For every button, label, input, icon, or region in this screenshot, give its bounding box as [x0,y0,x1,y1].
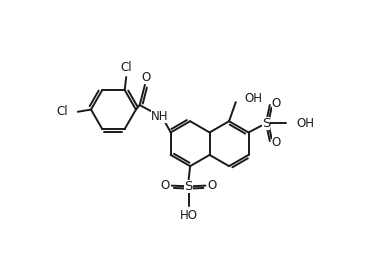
Text: O: O [161,179,170,192]
Text: OH: OH [244,92,262,105]
Text: O: O [271,136,281,149]
Text: Cl: Cl [56,105,68,118]
Text: NH: NH [151,110,168,123]
Text: OH: OH [296,116,314,130]
Text: Cl: Cl [120,61,132,74]
Text: O: O [271,97,281,110]
Text: O: O [141,71,151,84]
Text: S: S [262,116,270,130]
Text: S: S [184,180,193,193]
Text: HO: HO [180,209,198,222]
Text: O: O [207,179,217,192]
